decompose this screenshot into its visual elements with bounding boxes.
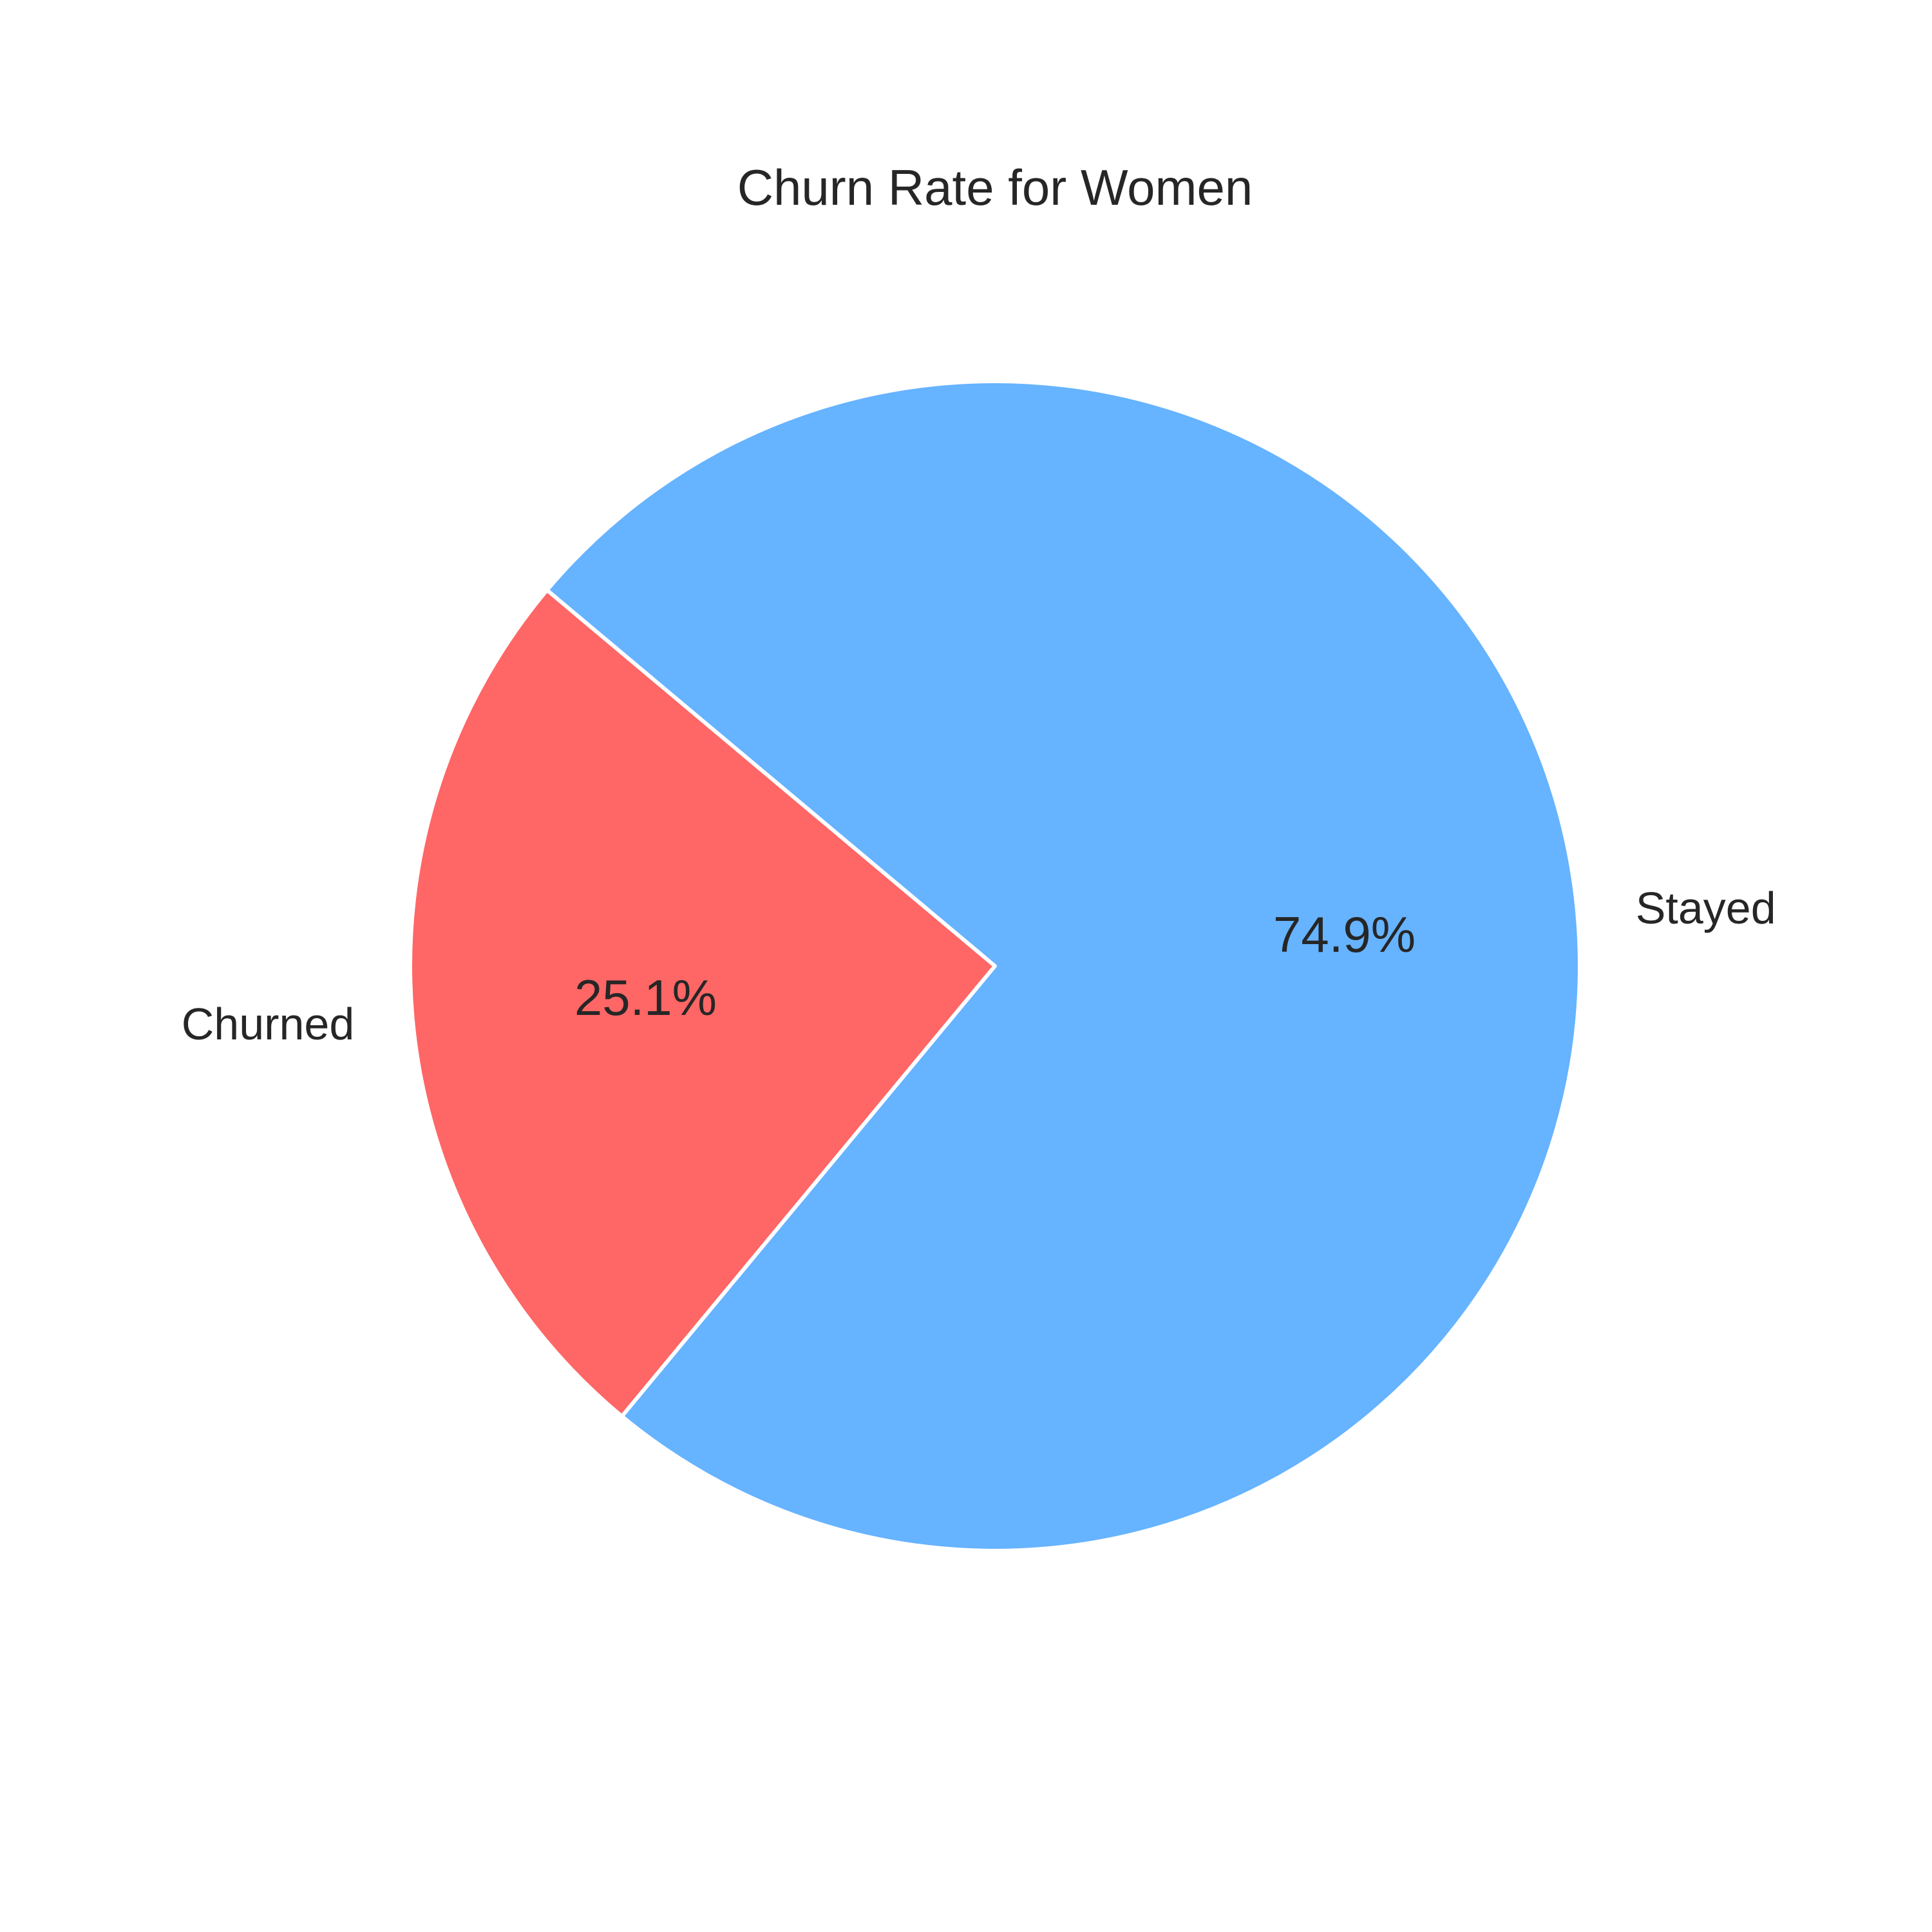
pie-slice-churned: [408, 588, 997, 1419]
pie-slice-stayed: [545, 379, 1582, 1553]
slice-label-churned: Churned: [182, 999, 355, 1049]
chart-title: Churn Rate for Women: [737, 159, 1253, 216]
pie-labels: Churned 25.1% Stayed 74.9%: [182, 883, 1776, 1049]
pie-slices: [408, 379, 1582, 1553]
slice-percent-churned: 25.1%: [574, 969, 717, 1026]
slice-label-stayed: Stayed: [1636, 883, 1776, 933]
slice-percent-stayed: 74.9%: [1273, 906, 1416, 963]
